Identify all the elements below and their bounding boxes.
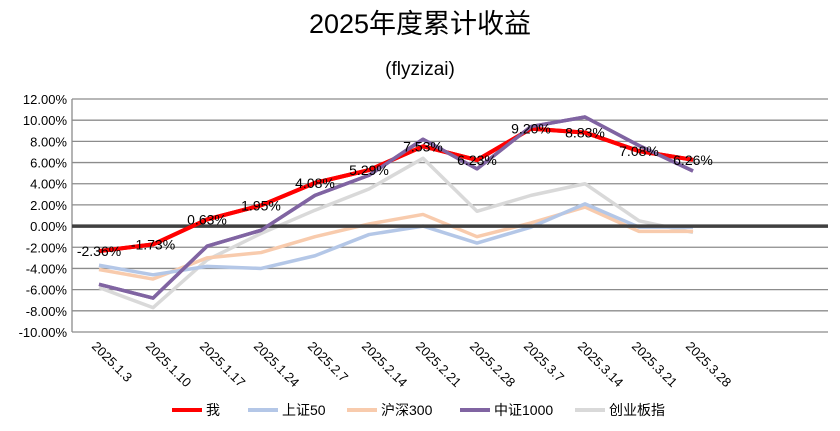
x-tick-label: 2025.2.28 (467, 339, 519, 391)
x-tick-label: 2025.1.24 (251, 339, 303, 391)
data-label: 9.20% (511, 121, 551, 137)
x-tick-label: 2025.3.14 (575, 339, 627, 391)
series-line-3-top (98, 115, 694, 300)
y-tick-label: 0.00% (30, 219, 67, 234)
data-label: 6.23% (457, 152, 497, 168)
y-tick-label: 4.00% (30, 177, 67, 192)
y-tick-label: -8.00% (26, 304, 68, 319)
legend-label: 创业板指 (609, 402, 665, 418)
x-tick-label: 2025.3.28 (683, 339, 735, 391)
y-tick-label: -10.00% (19, 325, 68, 340)
series-line-1 (98, 202, 693, 277)
y-tick-label: -4.00% (26, 261, 68, 276)
chart-title: 2025年度累计收益 (309, 9, 531, 39)
series-line-0-top (98, 126, 694, 254)
series-line-2 (98, 205, 693, 281)
x-tick-label: 2025.1.17 (197, 339, 249, 391)
data-label: 8.83% (565, 125, 605, 141)
legend-label: 我 (206, 402, 220, 418)
legend-label: 沪深300 (381, 402, 433, 418)
chart-subtitle: (flyzizai) (385, 59, 455, 80)
y-tick-label: 10.00% (23, 113, 68, 128)
data-label: 5.29% (349, 162, 389, 178)
legend-label: 中证1000 (494, 402, 553, 418)
y-tick-label: 8.00% (30, 134, 67, 149)
y-tick-label: 2.00% (30, 198, 67, 213)
data-label: 7.53% (403, 138, 443, 154)
y-tick-label: -6.00% (26, 283, 68, 298)
data-label: 0.63% (187, 211, 227, 227)
data-label: 1.95% (241, 197, 281, 213)
x-tick-label: 2025.2.7 (305, 339, 351, 385)
x-tick-label: 2025.3.21 (629, 339, 681, 391)
data-label: -1.73% (131, 236, 175, 252)
y-tick-label: 12.00% (23, 92, 68, 107)
data-label: 7.08% (619, 143, 659, 159)
legend-label: 上证50 (282, 402, 326, 418)
x-tick-label: 2025.2.21 (413, 339, 465, 391)
y-tick-label: 6.00% (30, 156, 67, 171)
y-tick-label: -2.00% (26, 240, 68, 255)
data-label: 4.08% (295, 175, 335, 191)
x-tick-label: 2025.1.10 (143, 339, 195, 391)
x-tick-label: 2025.1.3 (89, 339, 135, 385)
data-label: 6.26% (673, 152, 713, 168)
data-label: -2.36% (77, 243, 121, 259)
x-tick-label: 2025.3.7 (521, 339, 567, 385)
series-line-0 (98, 126, 694, 254)
x-tick-label: 2025.2.14 (359, 339, 411, 391)
series-line-4 (98, 156, 694, 310)
